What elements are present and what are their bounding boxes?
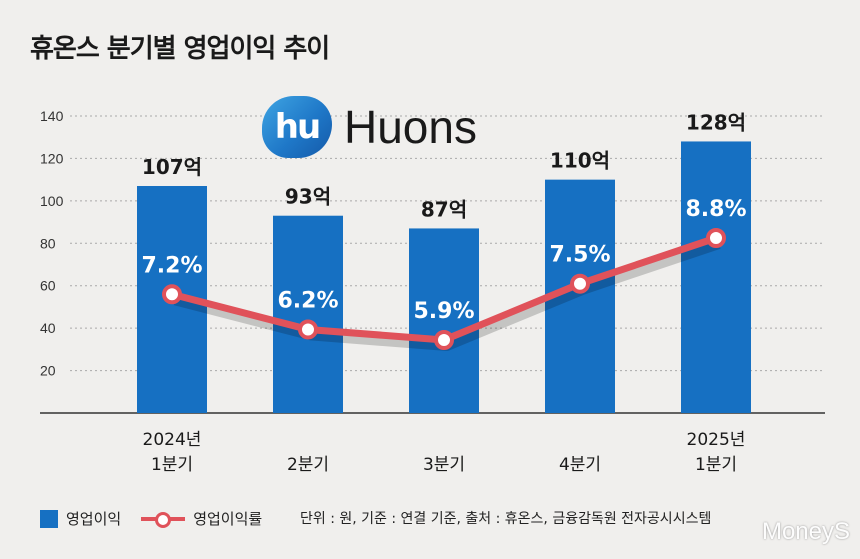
- line-value-label: 7.5%: [549, 243, 610, 268]
- y-tick-label: 140: [40, 108, 64, 124]
- x-tick-label-quarter: 3분기: [423, 455, 465, 475]
- bar: [681, 141, 751, 413]
- legend-line-label: 영업이익률: [193, 510, 263, 528]
- line-point: [570, 273, 590, 294]
- bar-value-label: 128억: [686, 110, 746, 134]
- line-point: [434, 330, 454, 350]
- legend-bar-label: 영업이익: [66, 510, 122, 528]
- huons-logo-mark: hu: [262, 96, 332, 158]
- bar-value-label: 93억: [285, 185, 331, 209]
- line-value-label: 6.2%: [277, 288, 338, 313]
- bar-series: [137, 141, 751, 413]
- source-note: 단위 : 원, 기준 : 연결 기준, 출처 : 휴온스, 금융감독원 전자공시…: [300, 511, 712, 527]
- bar: [273, 215, 343, 413]
- chart-canvas: 20 40 60 80 100 120 140 107억 93억 87억 110억 128억 7.2…: [40, 108, 825, 475]
- line-point: [706, 228, 726, 248]
- line-series: 7.2% 6.2% 5.9% 7.5% 8.8%: [141, 197, 747, 351]
- x-axis: 2024년 1분기 2분기 3분기 4분기 2025년 1분기: [143, 430, 746, 475]
- huons-logo-text: Huons: [344, 101, 477, 153]
- moneys-watermark: MoneyS: [761, 518, 850, 545]
- x-tick-label-quarter: 1분기: [151, 455, 193, 475]
- y-tick-label: 60: [40, 278, 56, 294]
- bar-value-label: 87억: [421, 197, 467, 221]
- line-value-label: 7.2%: [141, 253, 202, 278]
- x-tick-label-quarter: 4분기: [559, 455, 601, 475]
- x-tick-label-year: 2025년: [687, 430, 746, 450]
- legend-line-swatch: [141, 510, 186, 528]
- huons-logo: hu Huons: [262, 96, 477, 158]
- bar-value-label: 110억: [550, 149, 610, 173]
- bar-value-label: 107억: [142, 155, 202, 179]
- legend-bar-swatch: [40, 509, 58, 528]
- x-tick-label-quarter: 2분기: [287, 455, 329, 475]
- y-tick-label: 100: [40, 193, 64, 209]
- bar-labels: 107억 93억 87억 110억 128억: [142, 110, 746, 221]
- x-tick-label-quarter: 1분기: [695, 455, 737, 475]
- y-axis: 20 40 60 80 100 120 140: [40, 108, 64, 379]
- y-tick-label: 20: [40, 363, 56, 379]
- y-tick-label: 80: [40, 235, 56, 251]
- y-tick-label: 40: [40, 320, 56, 336]
- chart-title: 휴온스 분기별 영업이익 추이: [30, 34, 330, 64]
- legend: 영업이익 영업이익률: [40, 508, 262, 529]
- line-value-label: 5.9%: [413, 299, 474, 324]
- bar: [409, 228, 479, 413]
- line-point: [162, 284, 182, 305]
- x-tick-label-year: 2024년: [143, 430, 202, 450]
- line-value-label: 8.8%: [685, 197, 746, 222]
- line-point: [298, 319, 318, 340]
- y-tick-label: 120: [40, 150, 64, 166]
